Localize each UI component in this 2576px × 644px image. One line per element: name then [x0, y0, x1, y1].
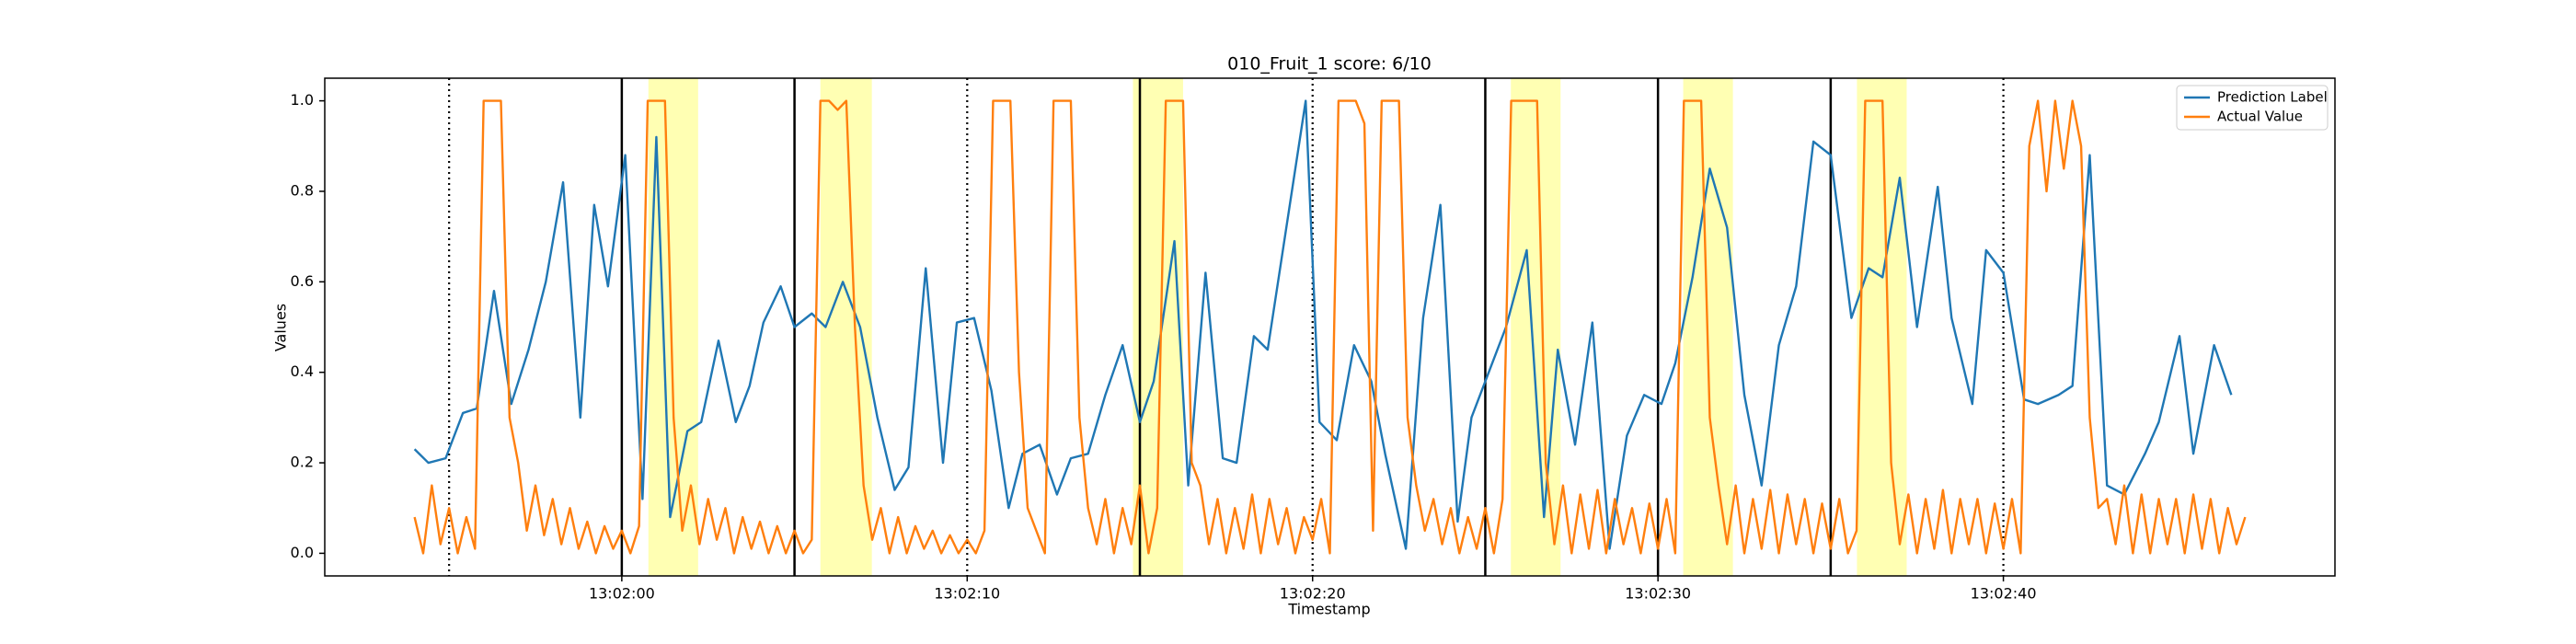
- series-line: [413, 99, 2247, 555]
- y-axis-label: Values: [272, 304, 290, 351]
- x-tick-label: 13:02:40: [1971, 585, 2037, 603]
- x-tick-label: 13:02:10: [934, 585, 1000, 603]
- legend-box: [2176, 85, 2329, 131]
- legend-label: Prediction Label: [2217, 89, 2328, 106]
- highlight-span: [820, 78, 872, 576]
- x-tick-label: 13:02:00: [589, 585, 655, 603]
- legend-label: Actual Value: [2217, 109, 2303, 125]
- series-line: [413, 99, 2233, 550]
- y-tick-label: 0.2: [291, 454, 314, 471]
- axes-frame: [324, 77, 2336, 577]
- x-tick-label: 13:02:30: [1625, 585, 1691, 603]
- highlight-span: [1511, 78, 1561, 576]
- highlight-span: [1857, 78, 1907, 576]
- chart-title: 010_Fruit_1 score: 6/10: [1227, 54, 1432, 75]
- y-tick-label: 0.8: [291, 181, 314, 199]
- y-tick-label: 0.0: [291, 544, 314, 561]
- x-tick-label: 13:02:20: [1280, 585, 1346, 603]
- y-tick-label: 1.0: [291, 91, 314, 109]
- y-tick-label: 0.4: [291, 362, 314, 380]
- y-tick-label: 0.6: [291, 272, 314, 290]
- x-axis-label: Timestamp: [1287, 601, 1370, 618]
